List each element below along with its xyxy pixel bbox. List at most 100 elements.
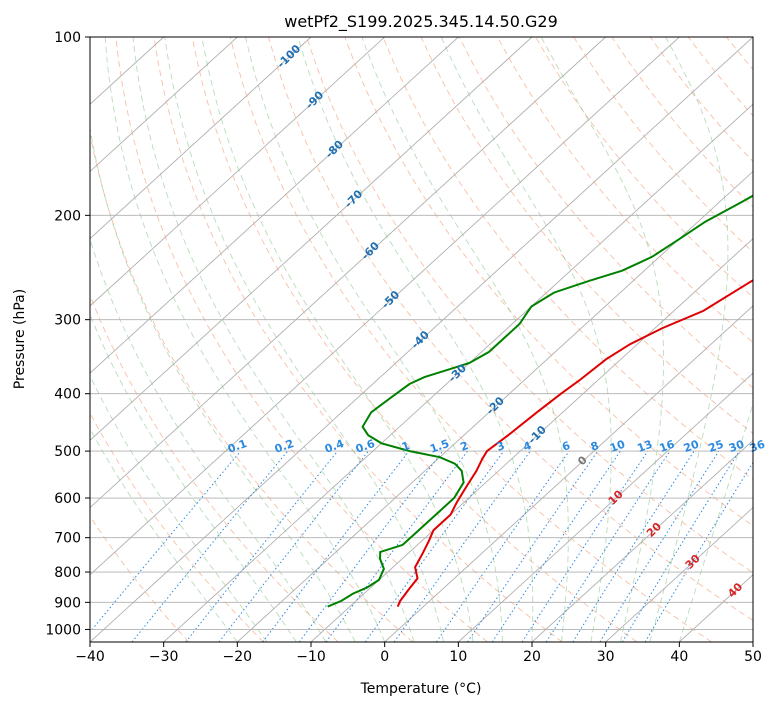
background-lines	[90, 37, 775, 642]
mixing-ratio-label: 13	[635, 438, 654, 455]
x-tick-label: 20	[523, 649, 541, 665]
dry-adiabat-line	[382, 37, 753, 481]
mixing-ratio-label: 16	[658, 438, 677, 456]
dry-adiabat-line	[420, 37, 753, 435]
dry-adiabat-line	[90, 131, 414, 642]
mixing-ratio-label: 3	[495, 439, 507, 454]
moist-adiabat-line	[90, 374, 268, 642]
moist-adiabat-line	[678, 402, 753, 642]
moist-adiabat-line	[361, 37, 569, 642]
moist-adiabat-line	[245, 37, 503, 642]
moist-adiabat-line	[90, 237, 327, 642]
mixing-ratio-line	[131, 450, 288, 642]
mixing-ratio-line	[393, 450, 531, 642]
profiles	[327, 194, 753, 608]
dry-adiabat-line	[115, 37, 488, 642]
dry-adiabat-line	[229, 37, 712, 642]
mixing-ratio-label: 0.2	[273, 437, 296, 456]
x-tick-label: 0	[380, 649, 389, 665]
isotherm-line	[458, 372, 753, 642]
moist-adiabat-line	[440, 37, 612, 642]
temperature-profile	[396, 279, 753, 608]
isotherm-line	[752, 641, 753, 642]
dry-adiabat-line	[191, 37, 638, 642]
mixing-ratio-label: 30	[727, 438, 746, 456]
mixing-ratio-line	[90, 450, 242, 633]
isotherm-line	[90, 37, 753, 642]
dry-adiabat-line	[90, 412, 264, 642]
x-tick-label: 10	[449, 649, 467, 665]
plot-frame	[89, 36, 754, 643]
mixing-ratio-line	[435, 450, 570, 642]
isotherm-line	[163, 103, 753, 642]
moist-adiabat-line	[201, 37, 474, 642]
mixing-ratio-line	[545, 450, 671, 642]
dewpoint-profile	[327, 194, 753, 608]
isotherm-line	[90, 37, 533, 441]
isotherm-line	[237, 170, 753, 642]
moist-adiabat-line	[649, 37, 729, 642]
mixing-ratio-label: 0.1	[226, 437, 249, 456]
mixing-ratio-line	[521, 450, 649, 642]
mixing-ratio-line	[599, 450, 720, 642]
isotherm-line	[90, 37, 312, 240]
dry-adiabat-line	[497, 37, 753, 344]
dry-adiabat-line	[649, 37, 753, 163]
mixing-ratio-line	[572, 450, 695, 642]
dry-adiabat-line	[726, 37, 753, 71]
dry-adiabat-line	[268, 37, 753, 621]
x-axis: −40 −30 −20 −10 0 10 20 30 40 50	[75, 642, 762, 665]
mixing-ratio-line	[621, 450, 740, 642]
x-tick-label: 50	[744, 649, 762, 665]
y-tick-label: 400	[54, 387, 81, 403]
mixing-ratio-label: 1.5	[428, 437, 451, 456]
isotherm-line	[531, 439, 753, 642]
moist-adiabat-line	[297, 37, 534, 642]
mixing-ratio-label: 4	[521, 439, 533, 454]
isotherm-line	[90, 37, 238, 173]
y-tick-label: 500	[54, 444, 81, 460]
moist-adiabat-line	[104, 37, 386, 642]
mixing-ratio-label: 25	[707, 438, 726, 455]
y-tick-label: 100	[54, 30, 81, 46]
y-tick-label: 600	[54, 491, 81, 507]
isotherm-line	[90, 37, 385, 307]
mixing-ratio-label: 10	[608, 438, 627, 456]
dry-adiabat-line	[90, 515, 190, 642]
y-tick-label: 1000	[45, 622, 81, 638]
y-tick-label: 700	[54, 531, 81, 547]
dry-adiabat-line	[306, 37, 753, 574]
moist-adiabat-line	[90, 427, 238, 642]
mixing-ratio-line	[467, 450, 599, 642]
dry-adiabat-line	[344, 37, 753, 527]
isotherm-line	[384, 305, 753, 642]
x-tick-label: −20	[223, 649, 253, 665]
dry-adiabat-line	[765, 37, 775, 642]
isotherm-line	[90, 37, 680, 576]
moist-adiabat-line	[90, 126, 356, 642]
moist-adiabat-line	[132, 37, 415, 642]
y-tick-label: 200	[54, 208, 81, 224]
isotherm-line	[90, 37, 459, 374]
mixing-ratio-label: 20	[682, 438, 701, 456]
dry-adiabat-line	[611, 37, 753, 208]
pressure-grid	[90, 37, 753, 630]
x-axis-label: Temperature (°C)	[360, 681, 482, 697]
y-tick-label: 800	[54, 565, 81, 581]
dry-adiabat-line	[687, 37, 753, 117]
mixing-ratio-label: 0.4	[323, 437, 346, 456]
x-tick-label: −40	[75, 649, 105, 665]
isotherm-line	[605, 506, 753, 642]
mixing-ratio-line	[185, 450, 338, 642]
chart-title: wetPf2_S199.2025.345.14.50.G29	[284, 12, 558, 32]
isotherm-line	[310, 238, 753, 642]
isotherm-line	[90, 37, 606, 509]
mixing-ratio-line	[491, 450, 621, 642]
mixing-ratio-label: 8	[589, 439, 601, 454]
y-tick-label: 900	[54, 595, 81, 611]
mixing-ratio-label: 36	[748, 438, 767, 456]
mixing-ratio-label: 1	[400, 439, 412, 454]
y-axis-label: Pressure (hPa)	[12, 289, 28, 389]
mixing-ratio-label: 2	[459, 439, 471, 454]
